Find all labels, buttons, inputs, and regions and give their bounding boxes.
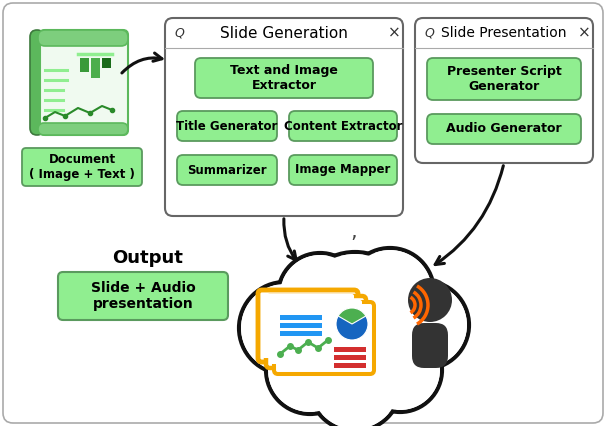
Circle shape [299, 254, 411, 366]
Bar [280, 323, 322, 328]
Text: ×: × [578, 26, 590, 40]
FancyBboxPatch shape [278, 306, 370, 370]
Bar [280, 315, 322, 320]
FancyBboxPatch shape [22, 148, 142, 186]
FancyBboxPatch shape [38, 123, 128, 135]
Circle shape [266, 326, 354, 414]
Text: Document
( Image + Text ): Document ( Image + Text ) [29, 153, 135, 181]
Text: ×: × [388, 26, 401, 40]
Circle shape [297, 252, 413, 368]
Text: Image Mapper: Image Mapper [295, 164, 391, 176]
Circle shape [241, 284, 329, 372]
FancyBboxPatch shape [427, 114, 581, 144]
FancyBboxPatch shape [177, 155, 277, 185]
FancyBboxPatch shape [38, 30, 128, 46]
Circle shape [278, 253, 362, 337]
Circle shape [239, 282, 331, 374]
Circle shape [311, 341, 399, 426]
Bar [334, 355, 366, 360]
Circle shape [360, 330, 440, 410]
FancyBboxPatch shape [270, 300, 362, 364]
Bar [280, 331, 322, 336]
FancyBboxPatch shape [262, 294, 354, 358]
FancyBboxPatch shape [258, 290, 358, 362]
Circle shape [348, 250, 432, 334]
Text: Output: Output [113, 249, 184, 267]
Circle shape [408, 278, 452, 322]
Bar [102, 58, 111, 68]
FancyBboxPatch shape [289, 155, 397, 185]
Wedge shape [338, 308, 366, 324]
Circle shape [346, 248, 434, 336]
Text: Slide Presentation: Slide Presentation [441, 26, 567, 40]
Text: Text and Image
Extractor: Text and Image Extractor [230, 64, 338, 92]
Circle shape [336, 308, 368, 340]
Circle shape [381, 281, 469, 369]
FancyBboxPatch shape [195, 58, 373, 98]
Text: Presenter Script
Generator: Presenter Script Generator [447, 65, 561, 93]
Text: Title Generator: Title Generator [176, 120, 278, 132]
Text: ,: , [351, 222, 358, 242]
FancyBboxPatch shape [412, 323, 448, 368]
Bar [80, 58, 89, 72]
FancyBboxPatch shape [415, 18, 593, 163]
FancyBboxPatch shape [165, 18, 403, 216]
FancyBboxPatch shape [289, 111, 397, 141]
FancyBboxPatch shape [58, 272, 228, 320]
Circle shape [383, 283, 467, 367]
Circle shape [309, 339, 401, 426]
Text: Q: Q [174, 26, 184, 40]
Text: Audio Generator: Audio Generator [446, 123, 562, 135]
FancyBboxPatch shape [30, 30, 44, 135]
Text: Q: Q [424, 26, 434, 40]
Circle shape [358, 328, 442, 412]
Circle shape [280, 255, 360, 335]
FancyBboxPatch shape [3, 3, 603, 423]
FancyBboxPatch shape [40, 30, 128, 135]
FancyBboxPatch shape [427, 58, 581, 100]
Bar [91, 58, 100, 78]
FancyBboxPatch shape [274, 302, 374, 374]
Bar [334, 363, 366, 368]
Text: Slide Generation: Slide Generation [220, 26, 348, 40]
FancyBboxPatch shape [177, 111, 277, 141]
Text: Content Extractor: Content Extractor [284, 120, 402, 132]
Circle shape [268, 328, 352, 412]
FancyBboxPatch shape [266, 296, 366, 368]
Bar [334, 347, 366, 352]
Text: Slide + Audio
presentation: Slide + Audio presentation [91, 281, 195, 311]
Text: Summarizer: Summarizer [187, 164, 267, 176]
